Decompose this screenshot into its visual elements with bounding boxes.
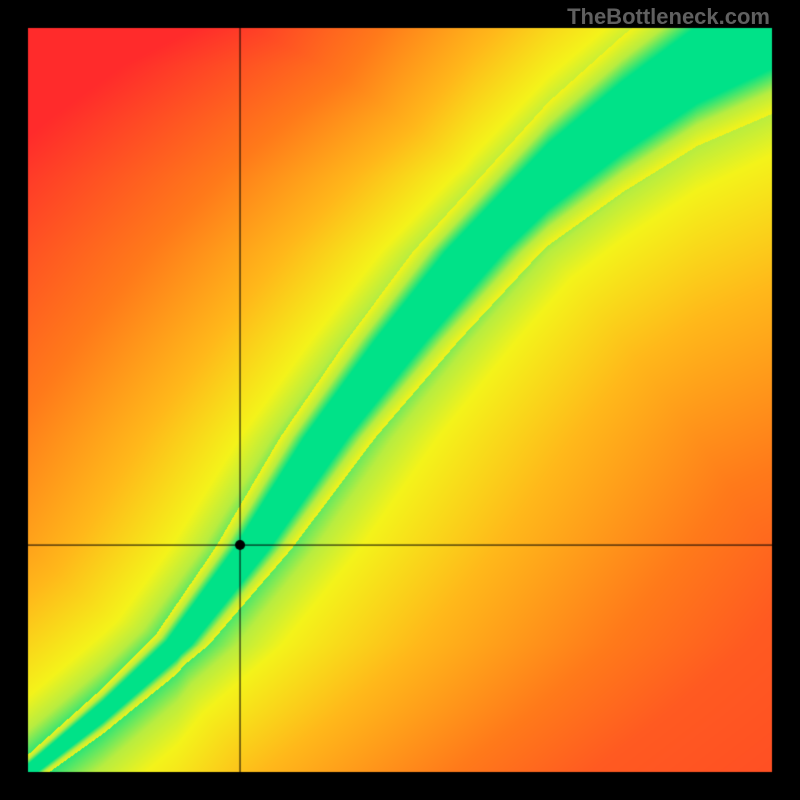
watermark-text: TheBottleneck.com (567, 4, 770, 30)
chart-container: TheBottleneck.com (0, 0, 800, 800)
heatmap-canvas (0, 0, 800, 800)
